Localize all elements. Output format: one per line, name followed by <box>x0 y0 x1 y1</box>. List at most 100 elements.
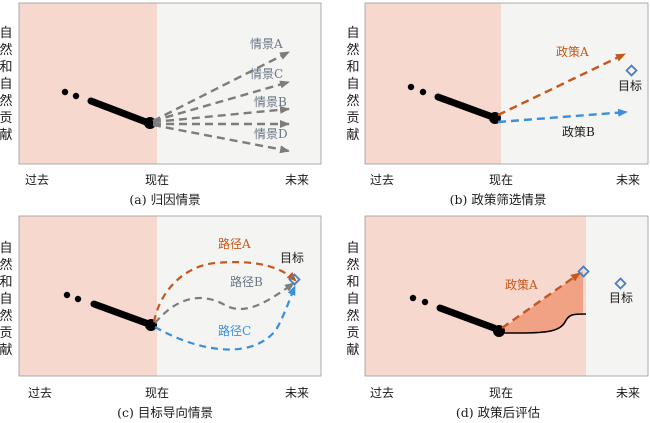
y-label-char: 自 <box>346 77 359 92</box>
path-c-curve <box>154 285 297 351</box>
y-label-char: 和 <box>346 60 359 75</box>
y-label-char: 自 <box>346 292 359 307</box>
panel-a-caption: (a) 归因情景 <box>129 192 200 207</box>
scenario-label-d: 情景D <box>254 127 288 141</box>
panel-b: 自 然 和 自 然 贡 献 政策A 政策B 目标 过去 现在 未来 (b) 政策… <box>346 2 649 207</box>
panel-b-past-region <box>365 3 501 164</box>
target-diamond-icon <box>614 277 627 290</box>
y-label-char: 贡 <box>346 326 359 341</box>
scenario-arrow-b <box>152 105 290 124</box>
path-b-curve <box>154 282 295 324</box>
y-label-char: 然 <box>0 93 13 109</box>
panel-c-frame <box>18 215 322 377</box>
history-line <box>434 93 494 120</box>
tick-past: 过去 <box>25 173 49 187</box>
path-a-label: 路径A <box>218 236 251 251</box>
history-dot <box>419 88 427 96</box>
history-dot <box>63 291 71 299</box>
scenario-arrow-c <box>152 80 290 123</box>
y-label-char: 和 <box>0 275 13 290</box>
tick-future: 未来 <box>616 386 640 400</box>
scenario-label-b: 情景B <box>254 95 287 109</box>
policy-b-arrow <box>497 108 628 124</box>
y-label-char: 献 <box>0 343 13 358</box>
target-label: 目标 <box>280 251 304 265</box>
policy-a-label: 政策A <box>556 45 589 59</box>
panel-d-future-region <box>586 216 648 376</box>
y-label-char: 自 <box>346 241 359 256</box>
panel-a-y-axis-label: 自 然 和 自 然 贡 献 <box>0 26 13 143</box>
policy-a-arrow <box>501 272 581 329</box>
y-label-char: 然 <box>346 257 359 273</box>
history-dot <box>421 298 429 306</box>
history-dot <box>72 92 80 100</box>
panel-c-past-region <box>19 216 157 376</box>
history-dot <box>74 295 82 303</box>
panel-a-frame <box>18 2 322 165</box>
history-line <box>90 300 150 327</box>
tick-now: 现在 <box>145 386 169 400</box>
panel-b-frame <box>364 2 649 165</box>
y-label-char: 献 <box>0 128 13 143</box>
panel-b-future-region <box>501 3 648 164</box>
history-dot <box>407 83 415 91</box>
panel-b-y-axis-label: 自 然 和 自 然 贡 献 <box>346 26 359 143</box>
y-label-char: 然 <box>346 93 359 109</box>
y-label-char: 自 <box>346 26 359 41</box>
policy-a-arrow <box>497 52 626 117</box>
policy-b-label: 政策B <box>562 125 595 139</box>
scenario-label-a: 情景A <box>250 37 283 51</box>
target-label: 目标 <box>609 291 633 305</box>
panel-a-past-region <box>19 3 157 164</box>
scenario-label-c: 情景C <box>250 67 283 81</box>
tick-now: 现在 <box>489 173 513 187</box>
y-label-char: 贡 <box>0 326 13 341</box>
history-line <box>436 304 498 332</box>
y-label-char: 和 <box>346 275 359 290</box>
tick-now: 现在 <box>489 386 513 400</box>
target-label: 目标 <box>618 79 642 93</box>
y-label-char: 贡 <box>0 111 13 126</box>
panel-d: 自 然 和 自 然 贡 献 政策A 目标 过去 现在 未来 (d) 政策后评估 <box>346 215 649 420</box>
y-label-char: 献 <box>346 343 359 358</box>
panel-a: 自 然 和 自 然 贡 献 情景A 情景C 情景B 情景D 过去 现在 未来 (… <box>0 2 322 207</box>
history-dot <box>61 88 69 96</box>
y-label-char: 然 <box>346 308 359 324</box>
tick-past: 过去 <box>370 173 394 187</box>
baseline-curve <box>499 313 587 334</box>
tick-future: 未来 <box>616 173 640 187</box>
target-diamond-icon <box>288 273 301 286</box>
panel-d-frame <box>364 215 649 377</box>
tick-future: 未来 <box>285 386 309 400</box>
y-label-char: 然 <box>346 42 359 58</box>
tick-past: 过去 <box>28 386 52 400</box>
panel-a-future-region <box>157 3 321 164</box>
policy-a-label: 政策A <box>505 278 538 292</box>
panel-c-caption: (c) 目标导向情景 <box>117 405 213 420</box>
y-label-char: 贡 <box>346 111 359 126</box>
y-label-char: 然 <box>0 257 13 273</box>
y-label-char: 自 <box>0 77 13 92</box>
y-label-char: 然 <box>0 42 13 58</box>
panel-c: 自 然 和 自 然 贡 献 路径A 路径B 路径C 目标 过去 现在 未来 (c… <box>0 215 322 420</box>
y-label-char: 自 <box>0 292 13 307</box>
outcome-diamond-icon <box>577 265 590 278</box>
panel-b-caption: (b) 政策筛选情景 <box>450 192 547 207</box>
tick-past: 过去 <box>370 386 394 400</box>
panel-c-y-axis-label: 自 然 和 自 然 贡 献 <box>0 241 13 358</box>
panel-d-y-axis-label: 自 然 和 自 然 贡 献 <box>346 241 359 358</box>
history-dot <box>409 294 417 302</box>
path-c-label: 路径C <box>218 323 251 338</box>
y-label-char: 然 <box>0 308 13 324</box>
y-label-char: 自 <box>0 26 13 41</box>
y-label-char: 献 <box>346 128 359 143</box>
tick-now: 现在 <box>145 173 169 187</box>
tick-future: 未来 <box>285 173 309 187</box>
target-diamond-icon <box>625 64 638 77</box>
y-label-char: 自 <box>0 241 13 256</box>
scenario-arrow-d <box>152 123 290 154</box>
history-line <box>87 97 150 126</box>
panel-d-caption: (d) 政策后评估 <box>456 405 540 420</box>
path-b-label: 路径B <box>230 274 263 289</box>
